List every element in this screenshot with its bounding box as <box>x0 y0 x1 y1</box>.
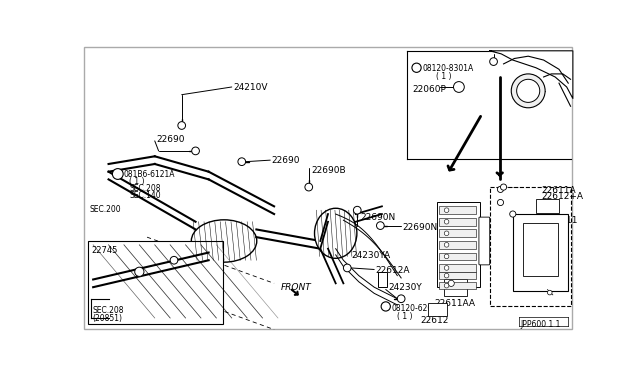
Text: B: B <box>412 65 417 71</box>
Bar <box>490 187 570 307</box>
Bar <box>536 199 559 212</box>
Text: 22690NA: 22690NA <box>403 222 444 231</box>
Circle shape <box>490 58 497 65</box>
Text: 22690: 22690 <box>272 156 300 165</box>
Text: JPP600 1 1: JPP600 1 1 <box>520 320 561 329</box>
Ellipse shape <box>314 208 357 258</box>
Text: 08120-8301A: 08120-8301A <box>422 64 474 73</box>
Text: 22690: 22690 <box>156 135 185 144</box>
Circle shape <box>444 231 449 235</box>
Circle shape <box>516 79 540 102</box>
Bar <box>523 223 558 276</box>
Bar <box>437 202 480 287</box>
Text: ( 1 ): ( 1 ) <box>397 312 413 321</box>
Text: ( 1 ): ( 1 ) <box>436 71 451 81</box>
Text: 22612: 22612 <box>420 316 449 325</box>
Text: 22612A: 22612A <box>376 266 410 275</box>
Circle shape <box>170 256 178 264</box>
Bar <box>439 218 476 225</box>
Text: B: B <box>113 171 118 177</box>
Bar <box>513 214 568 291</box>
Circle shape <box>113 169 123 179</box>
Text: (20851): (20851) <box>92 314 122 323</box>
Ellipse shape <box>191 220 257 262</box>
Text: ( 1 ): ( 1 ) <box>129 177 145 186</box>
Bar <box>439 230 476 237</box>
Circle shape <box>444 254 449 259</box>
Text: 24230YA: 24230YA <box>351 251 390 260</box>
Bar <box>428 302 447 317</box>
Text: 22611: 22611 <box>550 216 579 225</box>
Circle shape <box>444 243 449 247</box>
Bar <box>439 272 476 279</box>
Text: 08120-62033: 08120-62033 <box>392 304 443 313</box>
Text: SEC.208: SEC.208 <box>92 307 124 315</box>
Circle shape <box>135 267 144 276</box>
Circle shape <box>500 184 507 190</box>
Text: 22745: 22745 <box>92 246 118 256</box>
Bar <box>439 206 476 214</box>
Circle shape <box>444 283 449 288</box>
Circle shape <box>397 295 405 302</box>
Text: 22612+A: 22612+A <box>541 192 583 202</box>
Circle shape <box>178 122 186 129</box>
Polygon shape <box>490 51 573 99</box>
Text: SEC.208: SEC.208 <box>129 184 161 193</box>
Text: 24230Y: 24230Y <box>388 283 422 292</box>
Circle shape <box>444 273 449 278</box>
Text: 22690N: 22690N <box>360 212 396 221</box>
Circle shape <box>353 206 361 214</box>
FancyBboxPatch shape <box>479 217 490 265</box>
Circle shape <box>344 264 351 272</box>
Bar <box>439 282 476 289</box>
Circle shape <box>497 186 504 192</box>
Circle shape <box>547 290 552 295</box>
Circle shape <box>497 199 504 206</box>
Circle shape <box>192 147 200 155</box>
Circle shape <box>454 81 464 92</box>
Circle shape <box>444 208 449 212</box>
Text: FRONT: FRONT <box>280 283 311 292</box>
Text: 24210V: 24210V <box>234 83 268 92</box>
Text: SEC.140: SEC.140 <box>129 191 161 200</box>
Circle shape <box>448 280 454 286</box>
Bar <box>378 272 387 287</box>
Circle shape <box>511 74 545 108</box>
Circle shape <box>444 219 449 224</box>
Circle shape <box>376 222 384 230</box>
Text: B: B <box>381 304 386 310</box>
Circle shape <box>238 158 246 166</box>
Text: 081B6-6121A: 081B6-6121A <box>124 170 175 179</box>
Bar <box>439 241 476 249</box>
Circle shape <box>412 63 421 73</box>
Bar <box>88 241 223 324</box>
Text: 22060P: 22060P <box>413 85 447 94</box>
Circle shape <box>381 302 390 311</box>
Circle shape <box>444 266 449 270</box>
Bar <box>439 253 476 260</box>
Text: 22611AA: 22611AA <box>435 299 476 308</box>
Bar <box>439 264 476 272</box>
Bar <box>444 279 467 296</box>
Circle shape <box>509 211 516 217</box>
Text: 22690B: 22690B <box>311 166 346 175</box>
Text: SEC.200: SEC.200 <box>90 205 121 214</box>
Circle shape <box>305 183 312 191</box>
Text: 22611A: 22611A <box>541 186 576 195</box>
